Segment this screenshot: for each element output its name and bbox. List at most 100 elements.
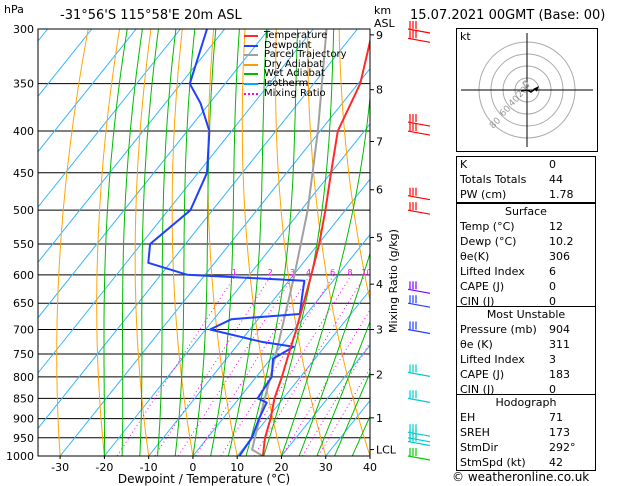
wet-adiabat-line	[263, 29, 335, 456]
unstable-row-label: CAPE (J)	[460, 368, 505, 381]
height-tick-label: LCL	[376, 444, 397, 457]
temp-tick-label: 10	[230, 461, 244, 474]
most-unstable-table: Most Unstable Pressure (mb) 904 θe (K) 311 L…	[456, 306, 596, 398]
surface-row-value: 6	[549, 265, 556, 278]
height-tick-label: 5	[376, 231, 383, 244]
legend-swatch	[244, 63, 258, 66]
wind-barb	[407, 437, 431, 443]
wet-adiabat-line	[316, 320, 370, 456]
dry-adiabat-line	[622, 29, 629, 456]
mixing-ratio-axis-title: Mixing Ratio (g/kg)	[387, 229, 400, 333]
pressure-tick-label: 600	[13, 269, 34, 282]
mixing-ratio-label: 6	[330, 268, 335, 277]
unstable-row-value: 183	[549, 368, 570, 381]
mixing-ratio-line	[301, 341, 370, 456]
pressure-tick-label: 350	[13, 78, 34, 91]
index-table: K 0 Totals Totals 44 PW (cm) 1.78	[456, 156, 596, 203]
wet-adiabat-line	[174, 29, 196, 456]
surface-row-label: CIN (J)	[460, 295, 495, 308]
unstable-row-label: θe (K)	[460, 338, 493, 351]
height-tick-label: 7	[376, 136, 383, 149]
k-index-label: K	[460, 158, 468, 171]
pressure-tick-label: 450	[13, 167, 34, 180]
unstable-row: Lifted Index 3	[457, 352, 595, 367]
isotherm-line	[38, 29, 181, 208]
mixing-ratio-label: 20	[407, 268, 417, 277]
height-tick-label: 4	[376, 278, 383, 291]
unstable-row: Pressure (mb) 904	[457, 322, 595, 337]
surface-row-value: 0	[549, 280, 556, 293]
wet-adiabat-line	[281, 91, 370, 456]
hodo-row: SREH 173	[457, 425, 595, 440]
unstable-row: θe (K) 311	[457, 337, 595, 352]
mixing-ratio-label: 10	[361, 268, 371, 277]
hodograph-panel: kt 80 60 40 20	[456, 28, 598, 152]
pressure-tick-label: 900	[13, 413, 34, 426]
dry-adiabat-line	[56, 29, 89, 456]
storm-motion-arrow-icon	[533, 86, 539, 91]
surface-row-label: Lifted Index	[460, 265, 525, 278]
k-index-value: 0	[549, 158, 556, 171]
wind-barb	[407, 209, 431, 215]
mixing-ratio-label: 3	[290, 268, 295, 277]
pressure-tick-label: 500	[13, 204, 34, 217]
totals-label: Totals Totals	[460, 173, 527, 186]
hodo-row-label: StmDir	[460, 441, 499, 454]
wet-adiabat-line	[245, 29, 299, 456]
mixing-ratio-line	[220, 274, 335, 456]
surface-row-value: 12	[549, 220, 563, 233]
temperature-line	[261, 37, 370, 456]
asl-label: ASL	[374, 17, 395, 30]
surface-row-value: 0	[549, 295, 556, 308]
hodo-row: EH 71	[457, 410, 595, 425]
hodograph-plot: 80 60 40 20	[461, 33, 593, 147]
wind-barb	[407, 371, 431, 377]
unstable-row-label: Pressure (mb)	[460, 323, 537, 336]
mixing-ratio-line	[253, 274, 366, 456]
hpa-label: hPa	[4, 3, 24, 16]
unstable-row: CIN (J) 0	[457, 382, 595, 397]
hodograph-table-title: Hodograph	[495, 396, 557, 409]
isotherm-line	[38, 29, 358, 430]
unstable-row-value: 0	[549, 383, 556, 396]
legend-label: Dewpoint	[264, 39, 312, 51]
legend-label: Dry Adiabat	[264, 58, 324, 70]
pressure-tick-label: 1000	[6, 450, 34, 463]
pw-label: PW (cm)	[460, 188, 507, 201]
hodo-row-value: 71	[549, 411, 563, 424]
dry-adiabat-line	[371, 29, 459, 456]
unstable-row-value: 904	[549, 323, 570, 336]
wet-adiabat-line	[298, 251, 370, 456]
mixing-ratio-label: 2	[268, 268, 273, 277]
isotherm-line	[0, 29, 3, 456]
wind-barb	[407, 328, 431, 335]
wind-barb	[407, 455, 431, 461]
wind-barb	[407, 130, 431, 136]
hodo-row-value: 42	[549, 456, 563, 469]
temp-tick-label: 40	[363, 461, 377, 474]
mixing-ratio-label: 1	[232, 268, 237, 277]
wet-adiabat-line	[157, 29, 177, 456]
unstable-row-value: 3	[549, 353, 556, 366]
height-tick-label: 2	[376, 369, 383, 382]
wind-barb	[407, 397, 431, 403]
hodograph-trace-upper	[522, 79, 530, 91]
hodo-row: StmSpd (kt) 42	[457, 455, 595, 470]
surface-row: Lifted Index 6	[457, 264, 595, 279]
legend-swatch	[244, 54, 258, 57]
pressure-tick-label: 750	[13, 348, 34, 361]
mixing-ratio-line	[318, 367, 370, 456]
wet-adiabat-line	[103, 29, 128, 456]
height-tick-label: 6	[376, 184, 383, 197]
hodograph-table: Hodograph EH 71 SREH 173 StmDir 292° StmSpd (k…	[456, 394, 596, 471]
unstable-row-label: CIN (J)	[460, 383, 495, 396]
surface-table: Surface Temp (°C) 12 Dewp (°C) 10.2 θe(K) 306…	[456, 203, 596, 310]
isotherm-line	[192, 233, 370, 456]
height-tick-label: 1	[376, 412, 383, 425]
wind-barb	[407, 440, 431, 447]
wet-adiabat-line	[210, 29, 240, 456]
height-tick-label: 3	[376, 324, 383, 337]
surface-row: CAPE (J) 0	[457, 279, 595, 294]
km-label: km	[374, 4, 392, 17]
